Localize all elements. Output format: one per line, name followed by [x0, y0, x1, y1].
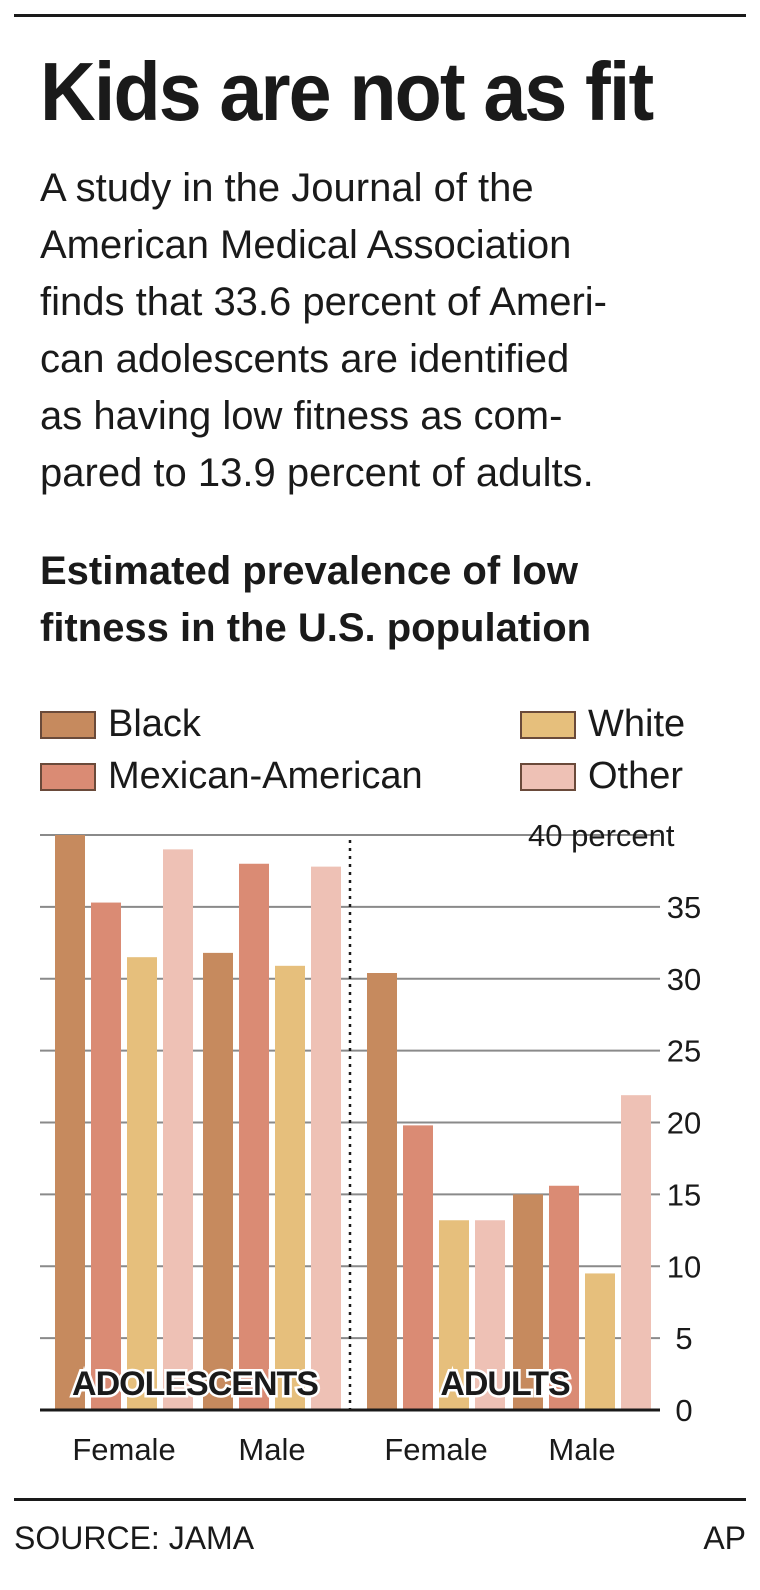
group-label-adolescents: ADOLESCENTS: [72, 1365, 318, 1403]
description-text: A study in the Journal of the American M…: [40, 166, 607, 495]
bar-mexican-american-1: [239, 863, 269, 1410]
legend-swatch-mexican-american: [40, 762, 96, 791]
legend-item-white: White: [520, 703, 685, 746]
bottom-rule: [14, 1498, 746, 1501]
bar-mexican-american-3: [549, 1185, 579, 1410]
y-tick-label: 15: [667, 1177, 701, 1212]
bar-other-2: [475, 1220, 505, 1410]
legend-swatch-other: [520, 762, 576, 791]
group-label-adults: ADULTS: [440, 1365, 570, 1403]
legend-swatch-black: [40, 710, 96, 739]
legend-label-black: Black: [108, 703, 201, 745]
legend-label-mexican-american: Mexican-American: [108, 755, 423, 797]
credit-label: AP: [703, 1520, 746, 1556]
chart-title: Estimated prevalence of low fitness in t…: [40, 549, 592, 650]
legend-item-other: Other: [520, 755, 683, 798]
y-tick-label: 10: [667, 1249, 701, 1284]
x-category-label: Male: [548, 1432, 615, 1467]
bar-black-3: [513, 1194, 543, 1410]
bar-white-2: [439, 1220, 469, 1410]
y-tick-label: 25: [667, 1034, 701, 1069]
bar-white-1: [275, 965, 305, 1410]
y-tick-label: 35: [667, 890, 701, 925]
legend-label-white: White: [588, 703, 686, 745]
legend-item-mexican-american: Mexican-American: [40, 755, 423, 798]
bar-white-3: [585, 1273, 615, 1410]
legend-label-other: Other: [588, 755, 684, 797]
bar-black-2: [367, 973, 397, 1410]
y-tick-label: 5: [675, 1321, 692, 1356]
y-tick-label: 30: [667, 962, 701, 997]
legend-swatch-white: [520, 710, 576, 739]
y-tick-label: 20: [667, 1106, 701, 1141]
bar-other-0: [163, 849, 193, 1410]
bar-white-0: [127, 957, 157, 1410]
bar-mexican-american-0: [91, 902, 121, 1410]
bar-other-1: [311, 866, 341, 1410]
source-note: SOURCE: JAMA: [14, 1520, 255, 1556]
bar-black-0: [55, 835, 85, 1410]
x-category-label: Female: [72, 1432, 175, 1467]
top-rule: [14, 14, 746, 17]
bar-black-1: [203, 952, 233, 1410]
page-title: Kids are not as fit: [40, 45, 654, 138]
x-category-label: Female: [384, 1432, 487, 1467]
y-tick-label: 0: [675, 1393, 692, 1428]
bar-other-3: [621, 1095, 651, 1410]
legend-item-black: Black: [40, 703, 201, 746]
x-category-label: Male: [238, 1432, 305, 1467]
bar-chart: 0 5 10 15 20 25 30 35 40 percent Female Male Female…: [40, 818, 701, 1467]
y-tick-label: 40 percent: [528, 818, 675, 853]
bar-mexican-american-2: [403, 1125, 433, 1410]
